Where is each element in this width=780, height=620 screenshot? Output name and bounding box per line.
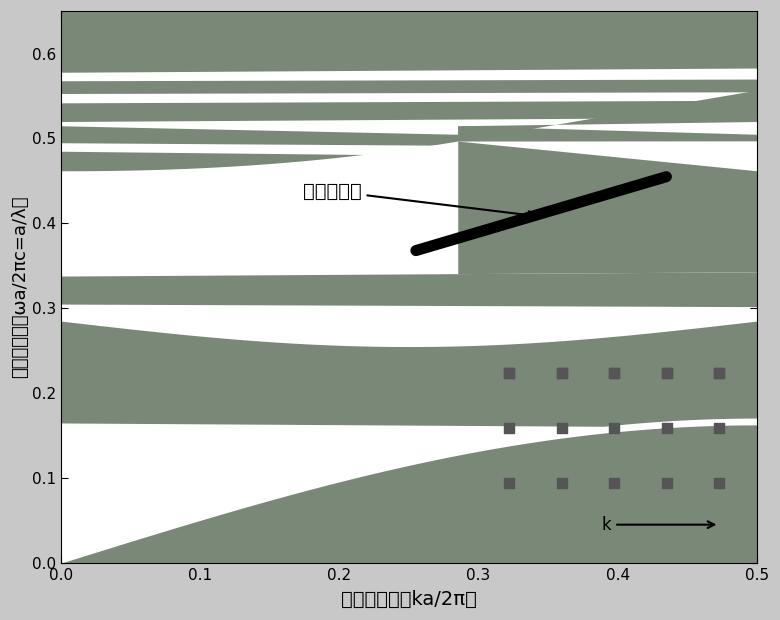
X-axis label: 归一化波矢（ka/2π）: 归一化波矢（ka/2π） — [341, 590, 477, 609]
Text: 线性色散区: 线性色散区 — [303, 182, 536, 219]
Y-axis label: 归一化频率（ωa/2πc=a/λ）: 归一化频率（ωa/2πc=a/λ） — [11, 196, 29, 378]
